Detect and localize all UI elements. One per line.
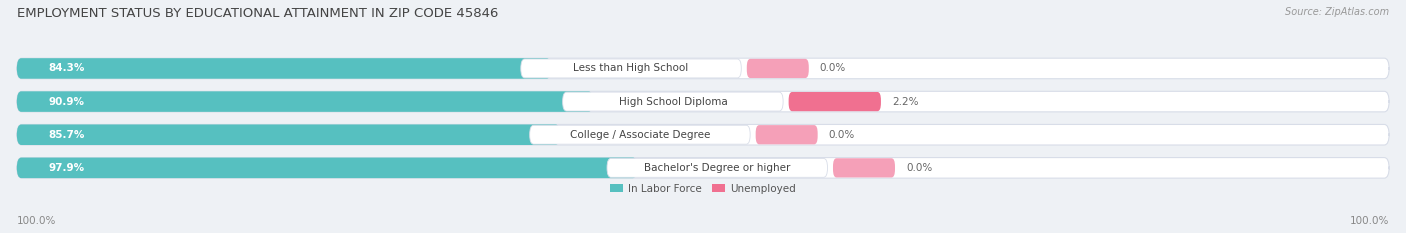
FancyBboxPatch shape	[17, 58, 1389, 79]
Text: Source: ZipAtlas.com: Source: ZipAtlas.com	[1285, 7, 1389, 17]
Text: Bachelor's Degree or higher: Bachelor's Degree or higher	[644, 163, 790, 173]
FancyBboxPatch shape	[832, 158, 896, 178]
Text: 90.9%: 90.9%	[48, 97, 84, 106]
FancyBboxPatch shape	[17, 91, 1389, 112]
FancyBboxPatch shape	[747, 59, 808, 78]
FancyBboxPatch shape	[607, 158, 828, 177]
Text: 100.0%: 100.0%	[1350, 216, 1389, 226]
Text: 0.0%: 0.0%	[820, 63, 846, 73]
FancyBboxPatch shape	[17, 58, 551, 79]
FancyBboxPatch shape	[17, 124, 1389, 145]
FancyBboxPatch shape	[755, 125, 818, 144]
Text: 100.0%: 100.0%	[17, 216, 56, 226]
FancyBboxPatch shape	[530, 125, 751, 144]
Text: 84.3%: 84.3%	[48, 63, 84, 73]
Legend: In Labor Force, Unemployed: In Labor Force, Unemployed	[606, 179, 800, 198]
FancyBboxPatch shape	[562, 92, 783, 111]
Text: High School Diploma: High School Diploma	[619, 97, 727, 106]
Text: 97.9%: 97.9%	[48, 163, 84, 173]
Text: EMPLOYMENT STATUS BY EDUCATIONAL ATTAINMENT IN ZIP CODE 45846: EMPLOYMENT STATUS BY EDUCATIONAL ATTAINM…	[17, 7, 498, 20]
FancyBboxPatch shape	[520, 59, 741, 78]
FancyBboxPatch shape	[17, 158, 637, 178]
FancyBboxPatch shape	[17, 91, 593, 112]
Text: 0.0%: 0.0%	[905, 163, 932, 173]
Text: 85.7%: 85.7%	[48, 130, 84, 140]
FancyBboxPatch shape	[17, 158, 1389, 178]
Text: Less than High School: Less than High School	[574, 63, 689, 73]
Text: 2.2%: 2.2%	[891, 97, 918, 106]
Text: College / Associate Degree: College / Associate Degree	[569, 130, 710, 140]
FancyBboxPatch shape	[17, 124, 560, 145]
Text: 0.0%: 0.0%	[828, 130, 855, 140]
FancyBboxPatch shape	[789, 92, 882, 111]
